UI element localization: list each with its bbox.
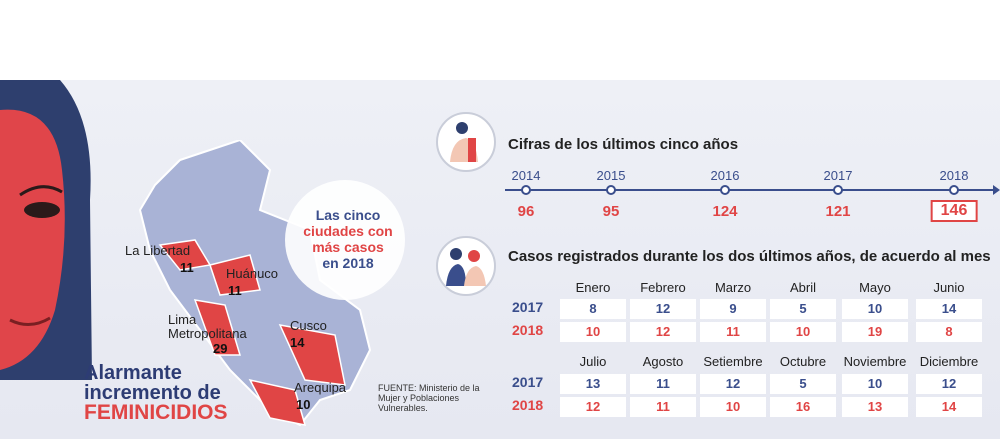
row-label-2017: 2017 <box>512 374 544 390</box>
cell-2017: 9 <box>700 299 766 319</box>
month-header: Abril <box>789 280 816 295</box>
section2-title: Casos registrados durante los dos último… <box>508 248 991 265</box>
cell-2017: 12 <box>630 299 696 319</box>
headline-line-3: FEMINICIDIOS <box>84 401 228 424</box>
cell-2018: 12 <box>630 322 696 342</box>
callout-line-1: Las cinco <box>315 207 381 223</box>
row-label-2018: 2018 <box>512 322 544 338</box>
callout-circle <box>285 180 405 300</box>
cell-2017: 14 <box>916 299 982 319</box>
cell-2018: 10 <box>770 322 836 342</box>
month-header: Enero <box>575 280 611 295</box>
city-value-arequipa: 10 <box>296 397 311 412</box>
timeline-year-label: 2015 <box>596 168 626 183</box>
peru-map <box>138 140 372 427</box>
city-value-lima: 29 <box>213 341 228 356</box>
timeline-value-label: 146 <box>930 200 978 222</box>
headline: Alarmante incremento de FEMINICIDIOS <box>84 363 228 423</box>
cell-2018: 10 <box>560 322 626 342</box>
timeline-chart: 2014 96 2015 95 2016 124 2017 121 2018 146 <box>505 160 1000 230</box>
cell-2017: 13 <box>560 374 626 394</box>
cell-2018: 16 <box>770 397 836 417</box>
cell-2017: 11 <box>630 374 696 394</box>
timeline-point <box>521 185 531 195</box>
timeline-point <box>949 185 959 195</box>
city-label-la-libertad: La Libertad <box>125 243 191 258</box>
headline-line-1: Alarmante <box>84 362 182 384</box>
month-header: Diciembre <box>919 354 979 369</box>
month-header: Junio <box>933 280 965 295</box>
city-label-lima: Lima Metropolitana <box>168 312 247 341</box>
women-hugging-icon <box>436 112 496 172</box>
timeline-value-label: 124 <box>712 203 738 220</box>
cell-2018: 19 <box>842 322 908 342</box>
cell-2017: 12 <box>916 374 982 394</box>
cell-2018: 11 <box>630 397 696 417</box>
timeline-arrow <box>993 185 1000 195</box>
cell-2017: 5 <box>770 374 836 394</box>
cell-2018: 12 <box>560 397 626 417</box>
timeline-value-label: 95 <box>602 203 620 220</box>
cell-2018: 8 <box>916 322 982 342</box>
row-label-2017: 2017 <box>512 299 544 315</box>
section1-title: Cifras de los últimos cinco años <box>508 136 739 153</box>
cell-2018: 10 <box>700 397 766 417</box>
city-label-arequipa: Arequipa <box>294 380 347 395</box>
timeline-svg <box>505 185 1000 195</box>
source-note: FUENTE: Ministerio de la Mujer y Poblaci… <box>378 383 480 413</box>
cell-2017: 10 <box>842 374 908 394</box>
timeline-point <box>606 185 616 195</box>
cell-2018: 13 <box>842 397 908 417</box>
timeline-year-label: 2017 <box>823 168 853 183</box>
callout-line-2: ciudades con <box>303 223 393 239</box>
callout-line-3: más casos <box>312 239 384 255</box>
timeline-point <box>720 185 730 195</box>
row-label-2018: 2018 <box>512 397 544 413</box>
women-comforting-icon <box>436 236 496 296</box>
city-value-huanuco: 11 <box>228 283 242 298</box>
callout-text: Las cinco ciudades con más casos en 2018 <box>298 207 398 271</box>
month-header: Mayo <box>859 280 891 295</box>
month-header: Julio <box>579 354 607 369</box>
city-label-cusco: Cusco <box>290 318 327 333</box>
cell-2018: 11 <box>700 322 766 342</box>
month-header: Marzo <box>714 280 752 295</box>
cell-2017: 10 <box>842 299 908 319</box>
timeline-value-label: 96 <box>517 203 535 220</box>
city-label-huanuco: Huánuco <box>226 266 279 281</box>
month-header: Agosto <box>642 354 684 369</box>
cell-2017: 5 <box>770 299 836 319</box>
callout-line-4: en 2018 <box>322 255 374 271</box>
city-value-cusco: 14 <box>290 335 305 350</box>
month-header: Octubre <box>779 354 827 369</box>
timeline-year-label: 2018 <box>939 168 969 183</box>
timeline-point <box>833 185 843 195</box>
city-value-la-libertad: 11 <box>180 260 194 275</box>
month-header: Febrero <box>640 280 686 295</box>
month-header: Noviembre <box>843 354 907 369</box>
timeline-value-label: 121 <box>825 203 851 220</box>
cell-2017: 12 <box>700 374 766 394</box>
month-header: Setiembre <box>703 354 763 369</box>
cell-2018: 14 <box>916 397 982 417</box>
headline-line-2: incremento de <box>84 382 221 404</box>
cell-2017: 8 <box>560 299 626 319</box>
woman-illustration <box>0 80 92 380</box>
timeline-year-label: 2014 <box>511 168 541 183</box>
timeline-year-label: 2016 <box>710 168 740 183</box>
